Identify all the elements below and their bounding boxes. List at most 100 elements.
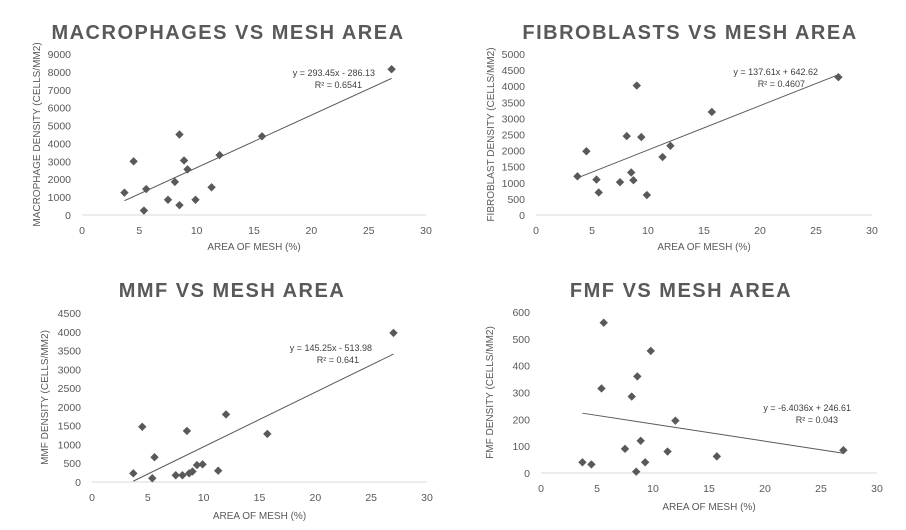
data-point <box>622 131 631 141</box>
y-tick-label: 4500 <box>58 308 82 320</box>
y-tick-label: 1500 <box>58 421 82 433</box>
data-point <box>142 184 151 194</box>
data-point <box>221 410 231 419</box>
x-tick-label: 5 <box>594 483 600 495</box>
x-tick-label: 5 <box>145 492 151 504</box>
x-tick-label: 15 <box>248 225 260 237</box>
y-tick-label: 2500 <box>502 130 526 142</box>
y-tick-label: 0 <box>65 210 71 222</box>
data-point <box>594 188 603 197</box>
y-axis-label: MMF DENSITY (CELLS/MM2) <box>40 330 51 465</box>
y-tick-label: 2000 <box>58 402 82 414</box>
data-point <box>578 458 587 467</box>
trendline <box>124 77 392 202</box>
data-point <box>666 141 675 150</box>
y-tick-label: 5000 <box>48 121 72 133</box>
data-point <box>207 183 216 192</box>
y-tick-label: 8000 <box>48 67 72 79</box>
data-point <box>620 444 630 454</box>
chart-title: FIBROBLASTS VS MESH AREA <box>522 22 857 44</box>
y-tick-label: 4500 <box>502 65 526 77</box>
x-tick-label: 20 <box>309 492 321 504</box>
y-tick-label: 4000 <box>502 81 526 93</box>
x-tick-label: 25 <box>810 225 822 237</box>
data-point <box>171 471 180 480</box>
data-point <box>120 188 129 197</box>
x-tick-label: 20 <box>305 225 317 237</box>
y-tick-label: 500 <box>512 334 530 346</box>
data-point <box>129 157 138 166</box>
data-point <box>592 175 601 184</box>
data-point <box>191 195 200 204</box>
trendline-r2: R² = 0.4607 <box>758 79 805 89</box>
data-point <box>632 81 641 90</box>
y-tick-label: 2500 <box>58 383 82 395</box>
data-point <box>636 436 645 445</box>
chart-title: FMF VS MESH AREA <box>570 280 792 302</box>
y-tick-label: 4000 <box>48 138 72 150</box>
chart-title: MMF VS MESH AREA <box>119 280 346 302</box>
data-point <box>834 72 843 82</box>
data-point <box>198 460 207 469</box>
x-tick-label: 0 <box>89 492 95 504</box>
data-point <box>640 458 650 467</box>
y-tick-label: 3500 <box>58 346 82 358</box>
y-axis-label: FIBROBLAST DENSITY (CELLS/MM2) <box>486 47 497 221</box>
chart-2: FIBROBLASTS VS MESH AREA 0 500 1000 1500 2000… <box>486 22 878 253</box>
data-point <box>139 206 149 215</box>
x-tick-label: 20 <box>759 483 771 495</box>
y-tick-label: 2000 <box>48 174 72 186</box>
data-point <box>627 392 636 401</box>
data-point <box>257 132 267 141</box>
x-tick-label: 30 <box>421 492 433 504</box>
x-tick-label: 15 <box>254 492 266 504</box>
data-point <box>129 469 138 478</box>
data-point <box>712 452 722 461</box>
x-tick-label: 25 <box>365 492 377 504</box>
data-point <box>178 471 187 480</box>
x-axis-label: AREA OF MESH (%) <box>213 511 306 522</box>
y-tick-label: 600 <box>512 307 530 319</box>
y-axis-label: MACROPHAGE DENSITY (CELLS/MM2) <box>32 42 43 226</box>
trendline-r2: R² = 0.6541 <box>315 80 362 90</box>
x-tick-label: 0 <box>533 225 539 237</box>
y-tick-label: 1000 <box>502 178 526 190</box>
x-tick-label: 10 <box>647 483 659 495</box>
y-tick-label: 3000 <box>58 364 82 376</box>
x-axis-label: AREA OF MESH (%) <box>207 242 300 253</box>
x-tick-label: 30 <box>871 483 883 495</box>
trendline-equation: y = 137.61x + 642.62 <box>733 67 818 77</box>
x-tick-label: 10 <box>198 492 210 504</box>
data-point <box>671 416 680 425</box>
data-point <box>175 200 184 210</box>
data-point <box>179 156 189 165</box>
data-point <box>192 460 202 470</box>
x-tick-label: 25 <box>815 483 827 495</box>
data-point <box>633 372 642 381</box>
y-tick-label: 100 <box>512 441 530 453</box>
data-point <box>138 422 147 431</box>
data-point <box>658 152 667 162</box>
data-point <box>615 177 625 187</box>
data-point <box>663 447 672 456</box>
x-tick-label: 30 <box>866 225 878 237</box>
x-tick-label: 20 <box>754 225 766 237</box>
data-point <box>839 445 848 455</box>
x-tick-label: 5 <box>136 225 142 237</box>
x-tick-label: 10 <box>642 225 654 237</box>
data-point <box>263 429 272 439</box>
data-point <box>646 346 655 356</box>
data-point <box>582 147 591 156</box>
data-point <box>573 172 582 181</box>
y-tick-label: 2000 <box>502 146 526 158</box>
x-tick-label: 30 <box>420 225 432 237</box>
data-point <box>150 453 159 462</box>
data-point <box>170 177 180 187</box>
data-point <box>632 467 641 476</box>
data-point <box>175 130 184 139</box>
x-tick-label: 0 <box>538 483 544 495</box>
data-point <box>597 384 606 393</box>
y-tick-label: 1000 <box>48 192 72 204</box>
data-point <box>213 466 223 475</box>
